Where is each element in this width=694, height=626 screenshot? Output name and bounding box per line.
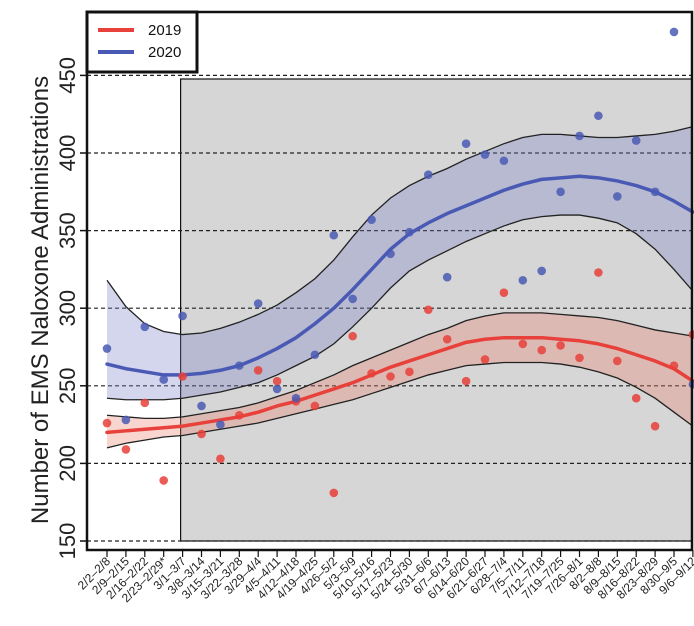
fit-line-2020: [105, 174, 694, 377]
legend-label-2020: 2020: [148, 44, 181, 61]
point-2019-25: [575, 353, 584, 363]
point-2019-1: [121, 445, 131, 454]
point-2019-17: [424, 305, 433, 315]
legend-box: [85, 10, 199, 74]
fit-line-2019: [105, 335, 694, 435]
point-2020-23: [537, 266, 546, 276]
gridline-layer: [87, 74, 692, 542]
point-2019-14: [367, 369, 376, 378]
point-2019-16: [405, 367, 414, 377]
point-2019-0: [102, 418, 112, 428]
point-2019-12: [329, 488, 339, 498]
y-tick-label-400: 400: [55, 135, 80, 172]
fit-line-layer: [105, 174, 694, 435]
legend: 2019 2020: [85, 10, 199, 74]
point-2020-14: [367, 215, 376, 225]
y-axis-label: Number of EMS Naloxone Administrations: [27, 76, 54, 524]
point-2020-20: [480, 150, 490, 159]
point-2020-7: [235, 361, 244, 370]
point-2020-19: [461, 139, 471, 148]
point-2019-29: [650, 421, 660, 431]
point-2020-8: [253, 299, 263, 308]
point-2019-11: [310, 401, 320, 411]
point-2019-28: [631, 393, 641, 403]
point-2019-3: [159, 476, 168, 485]
ci-upper-2019: [106, 312, 694, 420]
point-2020-13: [348, 294, 358, 304]
point-2019-7: [235, 410, 244, 420]
point-2020-0: [102, 344, 112, 353]
point-2019-21: [499, 288, 509, 297]
point-2020-29: [650, 187, 660, 197]
y-tick-label-350: 350: [55, 212, 80, 249]
point-2019-30: [669, 361, 679, 370]
point-2020-16: [405, 227, 414, 237]
point-2020-11: [310, 350, 320, 360]
point-2019-6: [216, 454, 225, 464]
point-2019-8: [253, 365, 263, 375]
point-2020-30: [669, 27, 679, 37]
point-2019-13: [348, 331, 358, 341]
point-2019-19: [461, 376, 471, 386]
point-2020-22: [518, 275, 528, 285]
point-2020-5: [197, 401, 206, 411]
point-2020-18: [442, 272, 452, 282]
point-2020-17: [424, 170, 433, 180]
data-point-layer: [102, 27, 694, 498]
point-2019-26: [594, 268, 603, 277]
point-2019-22: [518, 339, 528, 349]
y-tick-label-200: 200: [55, 445, 80, 482]
point-2019-15: [386, 372, 395, 381]
point-2020-9: [272, 384, 282, 394]
point-2019-23: [537, 345, 546, 355]
point-2020-10: [291, 393, 301, 403]
point-2020-15: [386, 249, 395, 259]
point-2020-25: [575, 131, 584, 141]
point-2020-26: [594, 111, 603, 121]
point-2020-6: [216, 420, 225, 429]
ci-upper-2020: [106, 125, 694, 336]
x-tick-layer: 2/2–2/82/9–2/152/16–2/222/23–2/29*3/1–3/…: [75, 550, 694, 605]
point-2020-3: [159, 375, 168, 384]
ci-band-2020: [107, 126, 693, 400]
y-tick-label-450: 450: [55, 57, 80, 94]
point-2020-1: [121, 415, 131, 425]
point-2020-12: [329, 230, 339, 240]
point-2019-18: [442, 334, 452, 344]
y-tick-label-150: 150: [55, 523, 80, 560]
point-2019-27: [613, 356, 622, 366]
ci-lower-2020: [106, 214, 694, 401]
point-2019-4: [178, 372, 187, 381]
point-2020-28: [631, 136, 641, 145]
point-2019-24: [556, 341, 565, 350]
point-2020-21: [499, 156, 509, 166]
y-tick-layer: 150 200 250 300 350 400 450: [55, 57, 87, 559]
point-2020-24: [556, 187, 565, 197]
y-tick-label-250: 250: [55, 367, 80, 404]
point-2019-2: [140, 398, 150, 408]
point-2019-5: [197, 429, 206, 439]
legend-label-2019: 2019: [148, 22, 181, 39]
plot-frame: [85, 10, 694, 552]
point-2020-2: [140, 322, 150, 332]
point-2020-27: [613, 192, 622, 201]
y-tick-label-300: 300: [55, 290, 80, 327]
point-2019-20: [480, 355, 490, 364]
point-2020-4: [178, 311, 187, 321]
point-2019-9: [272, 376, 282, 386]
